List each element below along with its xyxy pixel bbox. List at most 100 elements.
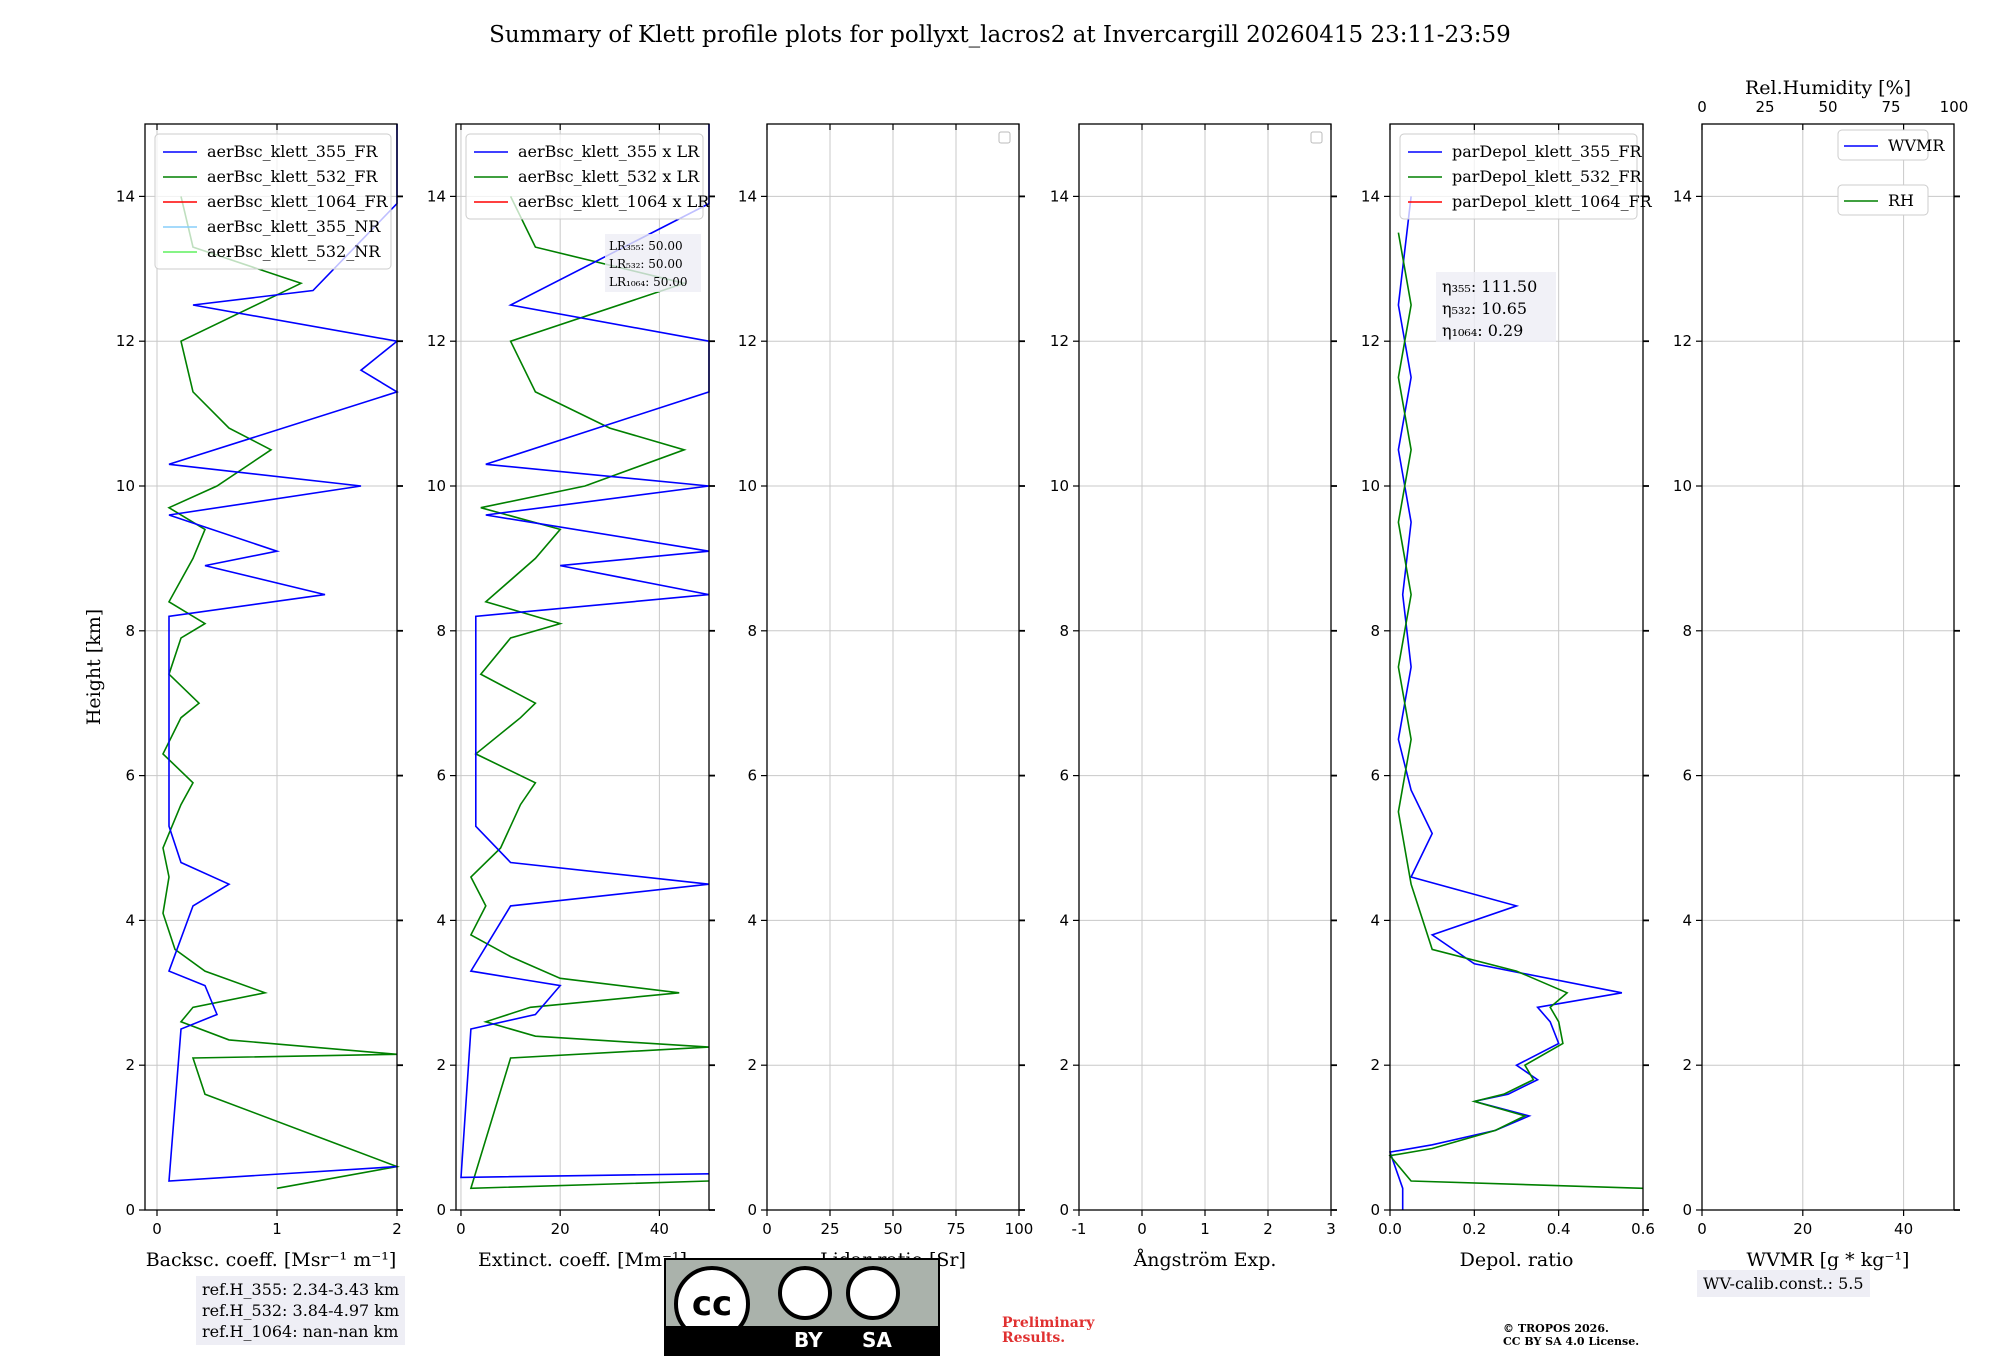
- legend-label: parDepol_klett_355_FR: [1452, 142, 1643, 161]
- y-tick-label: 8: [125, 622, 135, 640]
- x-tick-label: 3: [1326, 1220, 1336, 1238]
- x-tick-label: 100: [1005, 1220, 1034, 1238]
- legend-box: [1837, 129, 1929, 161]
- y-tick-label: 2: [1059, 1056, 1069, 1074]
- y-tick-label: 4: [125, 911, 135, 929]
- panel-lidar-ratio: 025507510002468101214Lidar ratio [Sr]: [738, 123, 1034, 1271]
- y-tick-label: 12: [1050, 332, 1069, 350]
- series-line-aerBsc_klett_355 x LR: [460, 124, 710, 1179]
- x-tick-label: 40: [650, 1220, 669, 1238]
- legend-label: aerBsc_klett_1064_FR: [207, 192, 389, 211]
- lr-box: [605, 234, 701, 292]
- y-tick-label: 4: [1059, 911, 1069, 929]
- reference-heights-box: ref.H_355: 2.34-3.43 km ref.H_532: 3.84-…: [196, 1276, 406, 1345]
- legend-label: RH: [1888, 191, 1914, 210]
- x-tick-label: 2: [392, 1220, 402, 1238]
- x-tick-label: 20: [551, 1220, 570, 1238]
- y-tick-label: 4: [1682, 911, 1692, 929]
- axes-frame: [144, 123, 398, 1211]
- x-axis-label: Depol. ratio: [1460, 1249, 1574, 1271]
- x-tick-label: 0: [152, 1220, 162, 1238]
- y-tick-label: 8: [436, 622, 446, 640]
- empty-legend-icon: [998, 131, 1011, 144]
- y-tick-label: 8: [1059, 622, 1069, 640]
- y-tick-label: 6: [1370, 767, 1380, 785]
- y-tick-label: 10: [427, 477, 446, 495]
- legend-label: aerBsc_klett_532_FR: [207, 167, 378, 186]
- x-tick-label: 1: [272, 1220, 282, 1238]
- y-tick-label: 0: [1370, 1201, 1380, 1219]
- y-tick-label: 14: [1050, 187, 1069, 205]
- x-axis-label: Backsc. coeff. [Msr⁻¹ m⁻¹]: [146, 1249, 397, 1271]
- y-axis-label: Height [km]: [83, 609, 105, 725]
- legend-box: [154, 133, 392, 270]
- y-tick-label: 14: [1673, 187, 1692, 205]
- y-tick-label: 0: [125, 1201, 135, 1219]
- y-tick-label: 12: [427, 332, 446, 350]
- x-tick-label: -1: [1072, 1220, 1087, 1238]
- y-tick-label: 2: [125, 1056, 135, 1074]
- axes-frame: [1701, 123, 1955, 1211]
- cc-by-sa-badge-icon: cc BY SA: [664, 1258, 940, 1356]
- x-tick-label: 40: [1894, 1220, 1913, 1238]
- series-line-parDepol_klett_532_FR: [1388, 232, 1644, 1190]
- x-axis-label: WVMR [g * kg⁻¹]: [1747, 1249, 1910, 1271]
- y-tick-label: 12: [1361, 332, 1380, 350]
- y-tick-label: 14: [1361, 187, 1380, 205]
- x-axis-label: Extinct. coeff. [Mm⁻¹]: [478, 1249, 687, 1271]
- x-tick-label: 0.0: [1378, 1220, 1402, 1238]
- panel-depol: 0.0 0.2 0.4 0.6 0 2 4 6 8 10 12 14 Depol. ratio parDe…: [1361, 123, 1655, 1271]
- y-tick-label: 4: [436, 911, 446, 929]
- legend-label: aerBsc_klett_355 x LR: [518, 142, 700, 161]
- y-tick-label: 0: [436, 1201, 446, 1219]
- x-tick-label: 0: [1137, 1220, 1147, 1238]
- y-tick-label: 10: [1673, 477, 1692, 495]
- eta-label: η₁₀₆₄: 0.29: [1442, 321, 1523, 340]
- lr-label: LR₅₃₂: 50.00: [609, 257, 683, 271]
- x-tick-label: 1: [1200, 1220, 1210, 1238]
- x-axis-label: Ångström Exp.: [1133, 1249, 1277, 1271]
- y-tick-label: 6: [436, 767, 446, 785]
- x-tick-label: 0: [456, 1220, 466, 1238]
- legend-label: aerBsc_klett_532_NR: [207, 242, 381, 261]
- lr-label: LR₁₀₆₄: 50.00: [609, 275, 687, 289]
- y-tick-label: 0: [1682, 1201, 1692, 1219]
- legend-box: [465, 133, 704, 220]
- panel-extinction: 0 20 40 0 2 4 6 8 10 12 14 Extinct. coeff. [Mm⁻¹] ae…: [427, 123, 715, 1271]
- cc-sa-label: SA: [862, 1328, 892, 1352]
- copyright-line-1: © TROPOS 2026.: [1503, 1322, 1609, 1335]
- legend-box: [1399, 133, 1638, 220]
- preliminary-line-2: Results.: [1002, 1330, 1066, 1346]
- legend-label: aerBsc_klett_355_NR: [207, 217, 381, 236]
- y-tick-label: 14: [116, 187, 135, 205]
- legend-label: parDepol_klett_532_FR: [1452, 167, 1643, 186]
- series-line-parDepol_klett_355_FR: [1388, 196, 1623, 1210]
- ref-height-1064: ref.H_1064: nan-nan km: [202, 1322, 399, 1341]
- top-x-axis-label: Rel.Humidity [%]: [1745, 77, 1911, 99]
- y-tick-label: 10: [1361, 477, 1380, 495]
- cc-badge-bar: [666, 1326, 938, 1354]
- cc-by-label: BY: [794, 1328, 823, 1352]
- y-tick-label: 4: [1370, 911, 1380, 929]
- y-tick-label: 6: [125, 767, 135, 785]
- legend-label: aerBsc_klett_1064 x LR: [518, 192, 710, 211]
- lr-label: LR₃₅₅: 50.00: [609, 239, 683, 253]
- x-tick-label: 2: [1263, 1220, 1273, 1238]
- x-tick-label: 75: [946, 1220, 965, 1238]
- y-tick-label: 2: [436, 1056, 446, 1074]
- top-x-tick-label: 100: [1940, 98, 1969, 116]
- eta-label: η₃₅₅: 111.50: [1442, 277, 1537, 296]
- y-tick-label: 8: [1370, 622, 1380, 640]
- legend-label: aerBsc_klett_355_FR: [207, 142, 378, 161]
- ref-height-355: ref.H_355: 2.34-3.43 km: [202, 1280, 400, 1299]
- x-tick-label: 25: [820, 1220, 839, 1238]
- y-tick-label: 2: [1682, 1056, 1692, 1074]
- legend-label: WVMR: [1888, 136, 1945, 155]
- eta-box: [1436, 272, 1556, 342]
- y-tick-label: 2: [747, 1056, 757, 1074]
- panel-wvmr: 0 20 40 0 2 4 6 8 10 12 14 WVMR [g * kg⁻¹] WVMR RH 0 25…: [1673, 77, 1968, 1271]
- axes-frame: [455, 123, 710, 1211]
- y-tick-label: 0: [1059, 1201, 1069, 1219]
- y-tick-label: 14: [738, 187, 757, 205]
